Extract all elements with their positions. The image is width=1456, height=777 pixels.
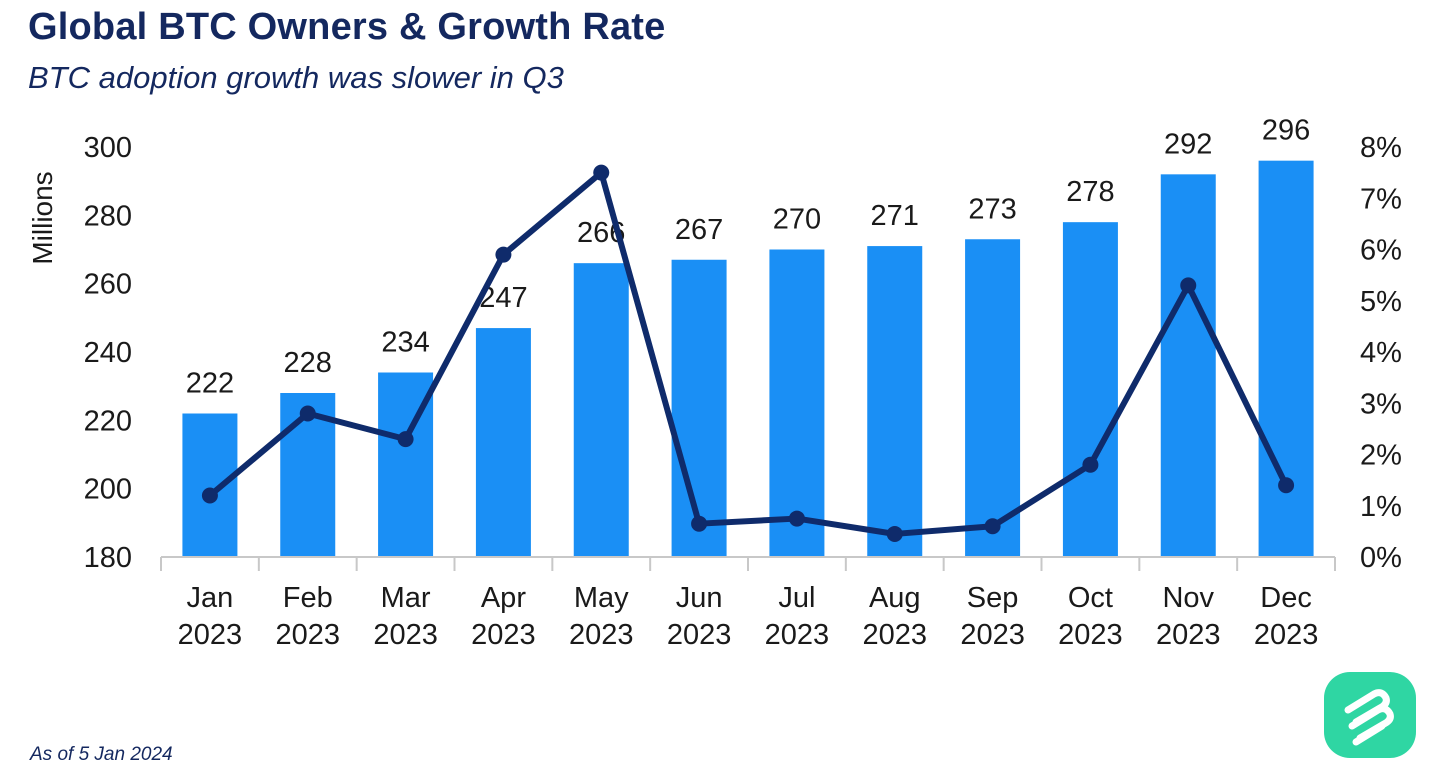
right-axis-tick-label: 1% xyxy=(1360,491,1402,523)
growth-rate-point xyxy=(495,246,512,263)
right-axis-tick-label: 4% xyxy=(1360,337,1402,369)
bar-data-label: 270 xyxy=(773,204,821,236)
growth-rate-point xyxy=(984,518,1001,535)
x-axis-tick-label: Mar 2023 xyxy=(373,582,438,651)
chart-subtitle: BTC adoption growth was slower in Q3 xyxy=(28,60,564,95)
bar-data-label: 222 xyxy=(186,368,234,400)
left-axis-tick-label: 220 xyxy=(84,405,132,437)
x-axis-tick-label: Dec 2023 xyxy=(1254,582,1319,651)
right-axis-ticks: 0% 1% 2% 3% 4% 5% 6% 7% 8% xyxy=(1360,132,1402,574)
growth-rate-point xyxy=(1278,477,1295,494)
growth-rate-point xyxy=(788,510,805,527)
x-axis-tick-label: Jul 2023 xyxy=(765,582,830,651)
growth-rate-line xyxy=(207,169,1289,537)
growth-rate-points xyxy=(201,164,1295,542)
footnote: As of 5 Jan 2024 xyxy=(30,744,173,765)
growth-rate-point xyxy=(1082,456,1099,473)
x-axis-tick-label: Sep 2023 xyxy=(960,582,1025,651)
right-axis-tick-label: 7% xyxy=(1360,183,1402,215)
left-axis-tick-label: 280 xyxy=(84,200,132,232)
x-axis-tick-label: Nov 2023 xyxy=(1156,582,1221,651)
growth-rate-point xyxy=(886,525,903,542)
x-axis-tick-marks xyxy=(160,557,1336,571)
growth-rate-point xyxy=(691,515,708,532)
bar-data-label: 278 xyxy=(1066,176,1114,208)
growth-rate-point xyxy=(593,164,610,181)
bar-series xyxy=(182,160,1314,558)
bar xyxy=(867,246,923,558)
bar xyxy=(1160,174,1216,558)
right-axis-tick-label: 2% xyxy=(1360,440,1402,472)
chart-title: Global BTC Owners & Growth Rate xyxy=(28,6,666,48)
right-axis-tick-label: 0% xyxy=(1360,542,1402,574)
bar-data-label: 234 xyxy=(381,327,429,359)
x-axis-tick-label: Jan 2023 xyxy=(178,582,243,651)
bar xyxy=(1062,222,1118,557)
bar xyxy=(965,239,1021,557)
left-axis-tick-label: 240 xyxy=(84,337,132,369)
right-axis-tick-label: 5% xyxy=(1360,286,1402,318)
bar-data-label: 228 xyxy=(284,347,332,379)
bar xyxy=(671,259,727,557)
bar xyxy=(573,263,629,557)
x-axis-tick-label: Jun 2023 xyxy=(667,582,732,651)
x-axis-tick-label: May 2023 xyxy=(569,582,634,651)
right-axis-tick-label: 8% xyxy=(1360,132,1402,164)
bar xyxy=(1258,160,1314,557)
growth-rate-point xyxy=(201,487,218,504)
bar xyxy=(182,413,238,557)
bar-data-label: 267 xyxy=(675,214,723,246)
bar-data-label: 271 xyxy=(871,200,919,232)
growth-rate-point xyxy=(299,405,316,422)
growth-rate-point xyxy=(397,431,414,448)
left-axis-tick-label: 300 xyxy=(84,132,132,164)
bar-data-label: 296 xyxy=(1262,115,1310,147)
growth-rate-point xyxy=(1180,277,1197,294)
left-axis-ticks: 180 200 220 240 260 280 300 xyxy=(84,132,132,574)
x-axis-tick-label: Aug 2023 xyxy=(862,582,927,651)
bar xyxy=(769,249,825,557)
bar xyxy=(475,328,531,557)
x-axis-tick-label: Apr 2023 xyxy=(471,582,536,651)
stacked-ribbon-logo-icon xyxy=(1324,672,1416,758)
left-axis-tick-label: 180 xyxy=(84,542,132,574)
left-axis-tick-label: 260 xyxy=(84,269,132,301)
right-axis-tick-label: 6% xyxy=(1360,235,1402,267)
bar-data-label: 292 xyxy=(1164,128,1212,160)
left-axis-title: Millions xyxy=(27,171,58,264)
x-axis-labels: Jan 2023 Feb 2023 Mar 2023 Apr 2023 May 2023 Jun 20… xyxy=(178,582,1319,651)
x-axis-tick-label: Feb 2023 xyxy=(275,582,340,651)
right-axis-tick-label: 3% xyxy=(1360,388,1402,420)
left-axis-tick-label: 200 xyxy=(84,474,132,506)
bar-data-label: 273 xyxy=(968,193,1016,225)
x-axis-tick-label: Oct 2023 xyxy=(1058,582,1123,651)
